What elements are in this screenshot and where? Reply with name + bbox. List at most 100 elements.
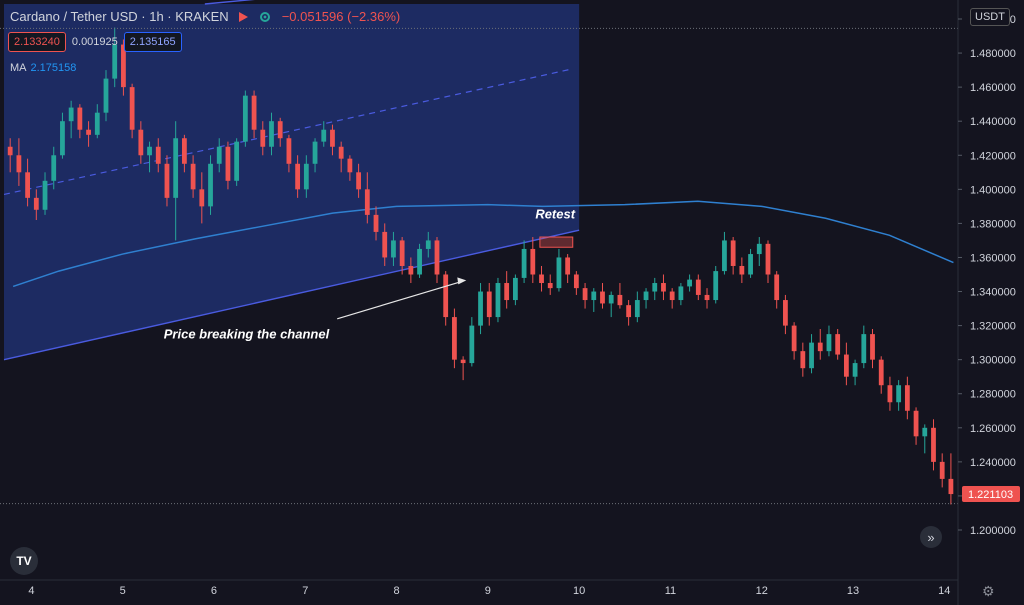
candle-body xyxy=(530,248,536,275)
candle-body xyxy=(669,291,675,301)
breakout-arrow-head xyxy=(457,277,467,285)
candle-body xyxy=(565,257,571,275)
candle-body xyxy=(722,240,727,272)
last-price-badge xyxy=(962,486,1020,503)
candle-body xyxy=(155,146,161,164)
candle-body xyxy=(913,410,919,437)
scroll-to-realtime-icon[interactable]: » xyxy=(920,526,942,548)
candle-body xyxy=(695,279,701,295)
ma-name: MA xyxy=(10,62,27,74)
candle-body xyxy=(356,172,361,190)
candle-body xyxy=(748,254,753,275)
sell-button[interactable]: 2.133240 xyxy=(8,32,66,52)
spread-value: 0.001925 xyxy=(71,36,118,48)
ma-value: 2.175158 xyxy=(30,62,77,74)
candle-body xyxy=(338,146,344,159)
candle-body xyxy=(121,44,126,88)
candle-body xyxy=(42,180,48,210)
candle-body xyxy=(147,146,152,156)
candle-body xyxy=(251,95,257,130)
candle-body xyxy=(678,286,684,301)
candle-body xyxy=(164,163,170,198)
flag-icon[interactable] xyxy=(238,11,248,22)
candle-body xyxy=(756,243,762,255)
candle-body xyxy=(469,325,475,364)
candle-body xyxy=(582,288,588,301)
candle-body xyxy=(600,291,605,304)
candle-body xyxy=(713,271,719,301)
candle-body xyxy=(547,283,553,289)
buy-button[interactable]: 2.135165 xyxy=(123,32,182,52)
candle-body xyxy=(835,334,841,355)
candle-body xyxy=(60,121,65,156)
candle-body xyxy=(399,240,405,266)
candle-body xyxy=(94,112,100,135)
price-tick-label: 1.380000 xyxy=(970,218,1016,230)
candle-body xyxy=(809,342,814,369)
candle-body xyxy=(512,277,518,301)
candle-body xyxy=(704,294,710,301)
price-tick-label: 1.240000 xyxy=(970,457,1016,469)
time-tick-label: 12 xyxy=(756,585,768,597)
candle-body xyxy=(861,334,867,364)
ma-legend[interactable]: MA 2.175158 xyxy=(10,62,76,74)
candle-body xyxy=(661,283,666,292)
candle-body xyxy=(391,240,396,258)
candle-body xyxy=(460,359,466,364)
candle-body xyxy=(931,427,936,462)
candle-body xyxy=(783,300,788,326)
channel-upper-extension xyxy=(204,0,255,5)
candle-body xyxy=(643,291,649,301)
gear-icon[interactable]: ⚙ xyxy=(982,583,995,599)
time-axis[interactable]: 4 5 6 7 8 9 10 11 12 13 14 xyxy=(0,579,958,597)
price-change: −0.051596 (−2.36%) xyxy=(281,9,401,24)
candle-body xyxy=(260,129,266,147)
candle-body xyxy=(626,305,632,318)
candle-body xyxy=(521,248,527,278)
candle-body xyxy=(7,146,13,156)
tradingview-logo-icon[interactable]: TV xyxy=(10,547,38,575)
price-tick-label: 1.420000 xyxy=(970,150,1016,162)
candle-body xyxy=(199,189,205,207)
candle-body xyxy=(347,158,353,173)
candle-body xyxy=(77,107,83,130)
candle-body xyxy=(504,283,510,301)
candle-body xyxy=(321,129,327,142)
time-tick-label: 8 xyxy=(393,585,399,597)
candle-body xyxy=(216,146,222,164)
time-tick-label: 9 xyxy=(485,585,491,597)
candle-body xyxy=(452,317,457,360)
price-tick-label: 1.260000 xyxy=(970,423,1016,435)
candle-body xyxy=(129,87,135,130)
candle-body xyxy=(86,129,91,135)
candle-body xyxy=(33,197,39,210)
price-axis[interactable]: 1.5000001.4800001.4600001.4400001.420000… xyxy=(957,0,1016,605)
candle-body xyxy=(617,294,623,306)
candle-body xyxy=(225,146,231,181)
time-tick-label: 5 xyxy=(120,585,126,597)
candle-body xyxy=(181,138,187,164)
quote-panel: 2.133240 0.001925 2.135165 xyxy=(8,32,182,52)
symbol-title[interactable]: Cardano / Tether USD · 1h · KRAKEN xyxy=(10,9,229,24)
candle-body xyxy=(922,427,928,437)
time-tick-label: 4 xyxy=(28,585,34,597)
candle-body xyxy=(826,334,832,352)
candle-body xyxy=(312,141,318,164)
symbol-header[interactable]: Cardano / Tether USD · 1h · KRAKEN −0.05… xyxy=(10,9,400,24)
candle-body xyxy=(687,279,692,287)
candle-body xyxy=(242,95,248,142)
retest-label: Retest xyxy=(535,206,575,221)
candle-body xyxy=(269,121,274,147)
candle-body xyxy=(904,385,910,411)
candle-body xyxy=(303,163,309,190)
breakout-arrow xyxy=(337,280,463,320)
candle-body xyxy=(887,385,893,403)
currency-button[interactable]: USDT xyxy=(970,8,1010,26)
candle-body xyxy=(878,359,884,386)
price-tick-label: 1.480000 xyxy=(970,48,1016,60)
candle-body xyxy=(739,265,745,275)
last-price-value: 1.221103 xyxy=(968,489,1013,501)
candle-body xyxy=(16,155,22,173)
price-tick-label: 1.340000 xyxy=(970,287,1016,299)
